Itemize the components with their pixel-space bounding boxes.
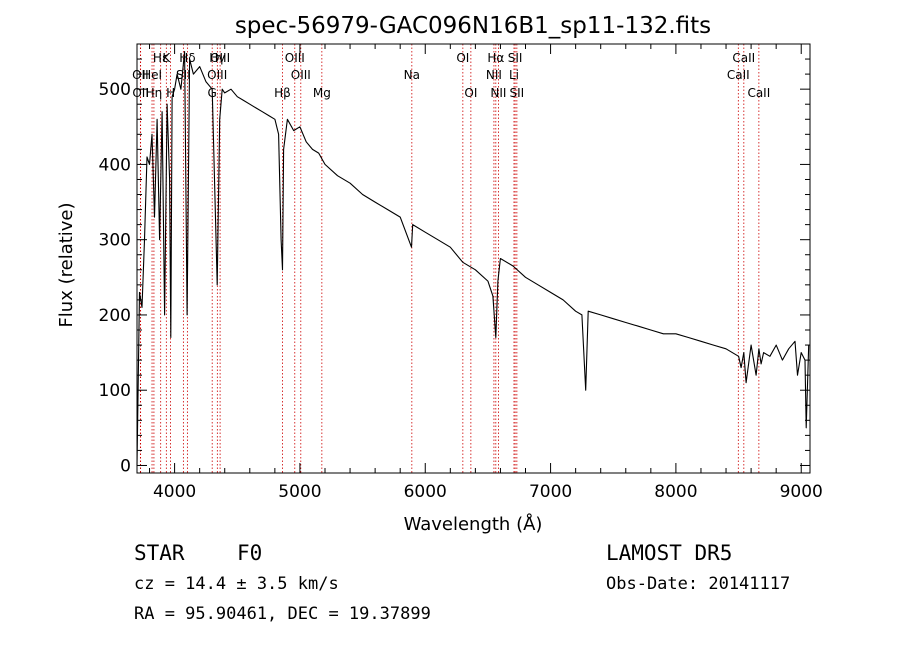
spectral-line-label: Hδ — [179, 51, 195, 65]
spectral-line-label: Na — [404, 68, 420, 82]
y-tick-label: 200 — [99, 306, 131, 326]
x-tick-label: 7000 — [529, 482, 572, 502]
spectral-line-label: Hβ — [274, 86, 291, 100]
spectral-line-label: OI — [456, 51, 469, 65]
x-tick-label: 5000 — [278, 482, 321, 502]
y-tick-label: 500 — [99, 80, 131, 100]
spectral-line-label: Hα — [487, 51, 504, 65]
spectral-line-label: K — [162, 51, 171, 65]
survey-name: LAMOST DR5 — [606, 541, 733, 565]
sky-coordinates: RA = 95.90461, DEC = 19.37899 — [134, 604, 431, 624]
spectral-line-label: Li — [509, 68, 519, 82]
y-tick-label: 100 — [99, 381, 131, 401]
spectral-line-label: CaII — [727, 68, 750, 82]
spectral-line-label: SII — [176, 68, 191, 82]
object-subclass: F0 — [237, 541, 263, 565]
x-tick-label: 4000 — [153, 482, 196, 502]
spectral-line-markers — [139, 44, 760, 473]
spectral-line-label: OIII — [207, 68, 227, 82]
spectral-line-label: Hε — [153, 51, 169, 65]
spectrum-series-layer — [136, 50, 810, 466]
x-axis-ticks: 4000 5000 6000 7000 8000 9000 — [149, 44, 823, 502]
spectral-line-label: NII — [490, 86, 506, 100]
spectral-line-label: NII — [486, 68, 502, 82]
spectrum-line — [136, 50, 810, 466]
spectral-line-label: HeI — [142, 68, 162, 82]
y-tick-label: 0 — [120, 456, 131, 476]
chart-title: spec-56979-GAC096N16B1_sp11-132.fits — [235, 13, 711, 39]
spectral-line-label: CaII — [747, 86, 770, 100]
spectral-line-label: H — [166, 86, 175, 100]
plot-frame — [136, 43, 811, 474]
y-axis-label: Flux (relative) — [56, 202, 77, 327]
object-class: STAR — [134, 541, 185, 565]
y-tick-label: 400 — [99, 155, 131, 175]
spectral-line-label: OII — [132, 68, 149, 82]
spectral-line-label: SII — [508, 51, 523, 65]
spectral-line-label: OIII — [285, 51, 305, 65]
spectral-line-label: Mg — [313, 86, 331, 100]
x-tick-label: 9000 — [780, 482, 823, 502]
spectral-line-label: SII — [510, 86, 525, 100]
spectral-line-label: Hγ — [209, 51, 225, 65]
redshift-readout: cz = 14.4 ± 3.5 km/s — [134, 574, 339, 594]
x-tick-label: 6000 — [404, 482, 447, 502]
observation-date: Obs-Date: 20141117 — [606, 574, 791, 594]
y-axis-ticks: 0 100 200 300 400 500 — [99, 58, 810, 476]
x-tick-label: 8000 — [654, 482, 697, 502]
y-tick-label: 300 — [99, 231, 131, 251]
spectral-line-label: OIII — [210, 51, 230, 65]
spectral-line-label: CaII — [732, 51, 755, 65]
spectral-line-label: Hη — [146, 86, 163, 100]
spectral-line-label: OI — [464, 86, 477, 100]
x-axis-label: Wavelength (Å) — [404, 513, 543, 535]
spectral-line-label: OIII — [291, 68, 311, 82]
